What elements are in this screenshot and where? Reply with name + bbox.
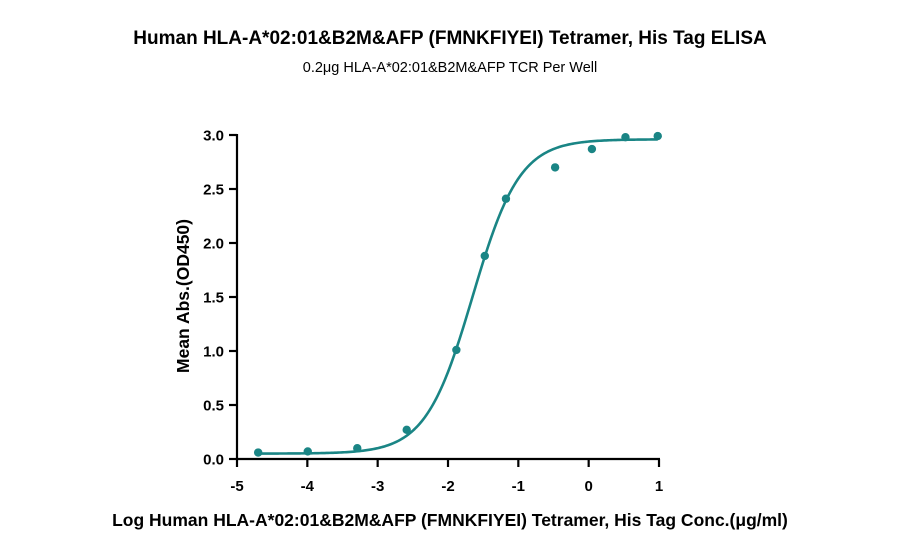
data-point	[587, 144, 597, 154]
data-point	[253, 448, 263, 457]
x-axis-title: Log Human HLA-A*02:01&B2M&AFP (FMNKFIYEI…	[112, 510, 788, 530]
y-tick-label: 0.5	[203, 398, 224, 415]
data-point	[480, 251, 489, 261]
y-tick-label: 1.5	[203, 290, 224, 307]
x-tick-label: 0	[584, 478, 592, 495]
data-point	[550, 163, 560, 172]
data-point	[653, 131, 662, 141]
data-point	[303, 447, 312, 456]
y-tick-label: 3.0	[203, 128, 224, 145]
chart-title: Human HLA-A*02:01&B2M&AFP (FMNKFIYEI) Te…	[133, 28, 767, 49]
chart-subtitle: 0.2μg HLA-A*02:01&B2M&AFP TCR Per Well	[303, 60, 597, 76]
x-tick-label: -2	[441, 478, 454, 495]
data-point	[501, 194, 511, 203]
data-point	[353, 444, 362, 453]
x-tick-label: 1	[655, 478, 663, 495]
data-points	[253, 131, 662, 457]
fit-curve-layer	[258, 138, 658, 455]
y-axis-title: Mean Abs.(OD450)	[173, 219, 193, 373]
x-tick-label: -4	[301, 478, 315, 495]
x-tick-label: -3	[371, 478, 384, 495]
data-point	[452, 345, 461, 355]
y-tick-label: 1.0	[203, 344, 224, 361]
y-tick-label: 2.5	[203, 182, 224, 199]
y-tick-label: 0.0	[203, 452, 224, 469]
data-point	[402, 425, 411, 435]
fit-curve	[258, 138, 658, 455]
data-point	[621, 132, 630, 142]
x-tick-label: -1	[512, 478, 525, 495]
axes: 0.0 0.5 1.0 1.5 2.0 2.5 3.0 -5 -4 -3 -2 -1 0 1	[203, 128, 663, 496]
x-tick-label: -5	[230, 478, 243, 495]
y-tick-label: 2.0	[203, 236, 224, 253]
